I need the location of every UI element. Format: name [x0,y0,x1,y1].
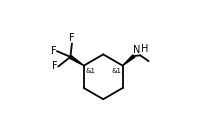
Text: N: N [133,45,140,55]
Polygon shape [123,55,135,66]
Text: F: F [69,33,75,43]
Text: H: H [141,44,149,54]
Text: F: F [52,61,58,72]
Text: F: F [51,46,56,56]
Text: &1: &1 [111,68,121,74]
Polygon shape [70,56,84,66]
Text: &1: &1 [85,68,95,74]
